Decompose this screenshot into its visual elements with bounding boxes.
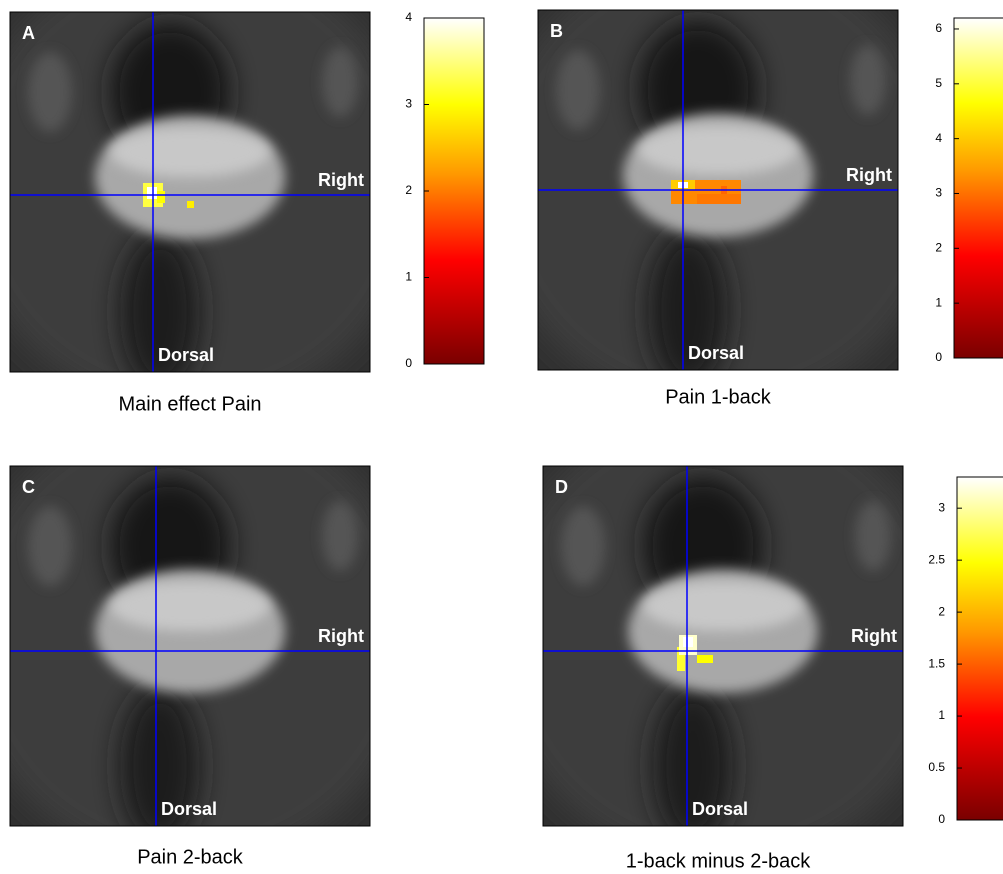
side <box>561 506 605 586</box>
colorbar-tick-label: 3 <box>405 97 412 111</box>
cord-bright <box>643 581 803 631</box>
activation <box>157 191 165 203</box>
figure: ARightDorsalMain effect Pain01234BRightD… <box>0 0 1003 874</box>
dark-canal <box>120 686 200 846</box>
colorbar <box>954 18 1003 358</box>
side <box>322 501 358 571</box>
panel-title: Pain 1-back <box>665 386 772 408</box>
colorbar-tick-label: 0 <box>938 812 945 826</box>
right-label: Right <box>318 170 364 190</box>
dorsal-label: Dorsal <box>161 799 217 819</box>
colorbar-tick-label: 1 <box>938 708 945 722</box>
side <box>322 47 358 117</box>
panel-letter: B <box>550 21 563 41</box>
dark-canal <box>648 230 728 390</box>
panel-letter: D <box>555 477 568 497</box>
right-label: Right <box>851 626 897 646</box>
side <box>28 52 72 132</box>
dark-canal <box>120 232 200 392</box>
colorbar-tick-label: 0 <box>935 350 942 364</box>
panel-letter: C <box>22 477 35 497</box>
colorbar-tick-label: 1.5 <box>928 656 945 670</box>
dorsal-label: Dorsal <box>688 343 744 363</box>
panel: C Right Dorsal Pain 2-back <box>0 406 420 868</box>
activation <box>683 637 693 647</box>
cord-bright <box>638 125 798 175</box>
colorbar-tick-label: 0.5 <box>928 760 945 774</box>
panel-title: Pain 2-back <box>137 846 244 868</box>
colorbar-tick-label: 3 <box>938 500 945 514</box>
right-label: Right <box>318 626 364 646</box>
colorbar-tick-label: 2 <box>405 183 412 197</box>
right-label: Right <box>846 165 892 185</box>
panel: D Right Dorsal 1-back minus 2-back 0 0.5 1 1.5 2… <box>493 406 1003 872</box>
colorbar-tick-label: 2.5 <box>928 552 945 566</box>
side <box>28 506 72 586</box>
panel-letter: A <box>22 23 35 43</box>
colorbar-tick-label: 2 <box>938 604 945 618</box>
cord-bright <box>110 127 270 177</box>
side <box>855 501 891 571</box>
colorbar <box>957 477 1003 820</box>
panel: B Right Dorsal Pain 1-back 0 1 2 3 4 5 6 <box>488 0 1003 410</box>
panel-title: Main effect Pain <box>118 393 261 415</box>
side <box>556 50 600 130</box>
dark-canal <box>653 686 733 846</box>
cord-bright <box>110 581 270 631</box>
activation <box>187 201 194 208</box>
panel-title: 1-back minus 2-back <box>626 850 812 872</box>
colorbar-tick-label: 5 <box>935 76 942 90</box>
colorbar-tick-label: 1 <box>405 270 412 284</box>
activation <box>147 187 157 199</box>
colorbar-tick-label: 2 <box>935 240 942 254</box>
side <box>850 45 886 115</box>
dorsal-label: Dorsal <box>692 799 748 819</box>
colorbar-tick-label: 3 <box>935 186 942 200</box>
colorbar-tick-label: 4 <box>405 10 412 24</box>
activation <box>697 194 741 204</box>
dorsal-label: Dorsal <box>158 345 214 365</box>
panel: A Right Dorsal Main effect Pain 0 1 2 3 4 <box>0 0 484 415</box>
colorbar-tick-label: 0 <box>405 356 412 370</box>
colorbar-tick-label: 1 <box>935 295 942 309</box>
colorbar <box>424 18 484 364</box>
colorbar-tick-label: 4 <box>935 131 942 145</box>
activation <box>697 655 713 663</box>
colorbar-tick-label: 6 <box>935 21 942 35</box>
